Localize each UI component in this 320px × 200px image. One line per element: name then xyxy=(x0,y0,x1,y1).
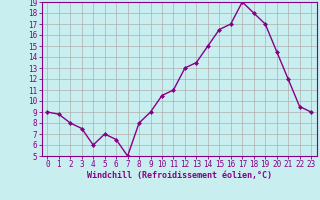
X-axis label: Windchill (Refroidissement éolien,°C): Windchill (Refroidissement éolien,°C) xyxy=(87,171,272,180)
